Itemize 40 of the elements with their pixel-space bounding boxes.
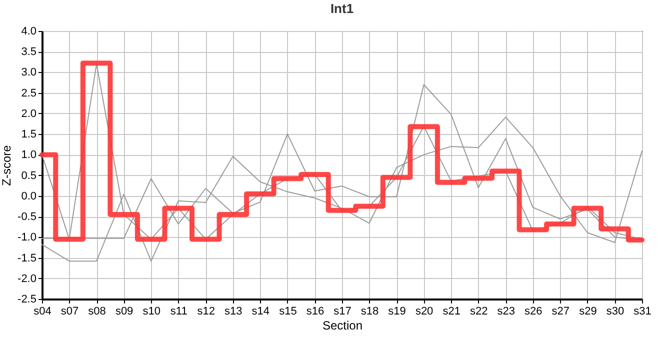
y-tick-label: 2.5 bbox=[21, 87, 36, 100]
x-tick-label: s10 bbox=[142, 306, 160, 318]
y-tick-label: -2.5 bbox=[18, 294, 36, 306]
x-tick-label: s23 bbox=[497, 306, 516, 318]
x-tick-label: s08 bbox=[88, 306, 106, 318]
y-tick-label: 3.0 bbox=[21, 66, 36, 79]
y-tick-label: -0.5 bbox=[18, 211, 36, 224]
y-tick-label: 4.0 bbox=[21, 26, 36, 38]
x-tick-label: s29 bbox=[579, 306, 597, 318]
y-tick-label: -1.0 bbox=[18, 232, 36, 244]
x-tick-label: s19 bbox=[388, 306, 406, 318]
y-tick-label: -2.0 bbox=[18, 272, 36, 285]
x-tick-label: s18 bbox=[360, 306, 379, 318]
x-tick-label: s27 bbox=[552, 306, 570, 318]
x-axis-title: Section bbox=[322, 318, 363, 332]
x-tick-label: s21 bbox=[442, 306, 460, 318]
x-tick-label: s22 bbox=[470, 306, 488, 318]
y-tick-label: 1.5 bbox=[21, 128, 36, 141]
y-tick-label: 0.0 bbox=[21, 190, 36, 202]
y-tick-label: 1.0 bbox=[21, 149, 36, 162]
y-tick-label: 2.0 bbox=[21, 108, 36, 120]
x-tick-label: s15 bbox=[279, 306, 297, 318]
y-tick-label: -1.5 bbox=[18, 252, 36, 264]
chart-title: Int1 bbox=[330, 1, 354, 16]
x-tick-label: s16 bbox=[306, 306, 324, 318]
x-tick-label: s17 bbox=[334, 306, 352, 318]
x-tick-label: s14 bbox=[252, 306, 270, 318]
y-tick-label: 0.5 bbox=[21, 170, 36, 182]
x-tick-label: s30 bbox=[606, 306, 624, 318]
x-tick-label: s07 bbox=[60, 306, 79, 318]
y-axis-title: Z-score bbox=[0, 144, 14, 186]
x-tick-label: s13 bbox=[224, 306, 242, 318]
x-tick-label: s09 bbox=[115, 306, 134, 318]
x-tick-label: s12 bbox=[197, 306, 216, 318]
x-tick-label: s20 bbox=[415, 306, 434, 318]
x-tick-label: s31 bbox=[634, 306, 652, 318]
y-tick-label: 3.5 bbox=[21, 46, 36, 58]
x-tick-label: s26 bbox=[524, 306, 542, 318]
x-tick-label: s04 bbox=[34, 306, 52, 318]
x-tick-label: s11 bbox=[170, 306, 188, 318]
